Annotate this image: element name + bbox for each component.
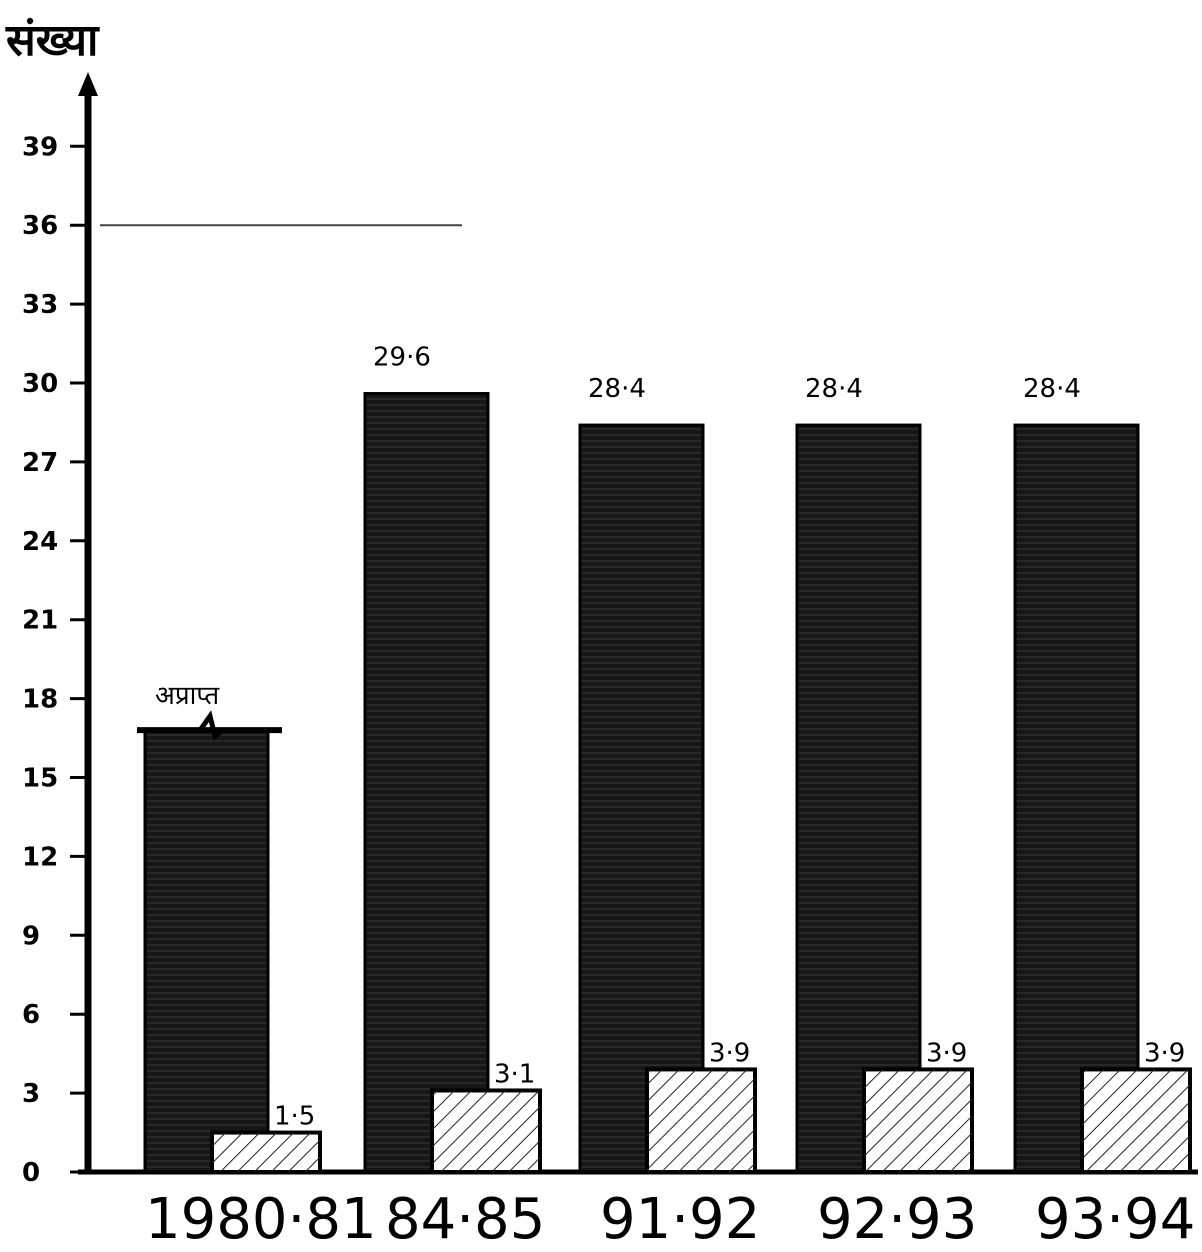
value-label-dark: 28·4 xyxy=(588,374,646,404)
y-tick-label: 27 xyxy=(22,448,58,478)
y-tick-label: 9 xyxy=(22,921,40,951)
value-label-hatched: 3·9 xyxy=(709,1038,750,1068)
y-tick-label: 36 xyxy=(22,211,58,241)
value-label-dark: 29·6 xyxy=(373,343,431,373)
value-label-hatched: 3·9 xyxy=(926,1038,967,1068)
y-tick-label: 30 xyxy=(22,369,58,399)
y-axis-label: संख्या xyxy=(5,15,100,66)
bar-hatched-fill-1 xyxy=(432,1090,540,1172)
bar-hatched-fill-4 xyxy=(1082,1069,1190,1172)
bar-hatched-fill-2 xyxy=(647,1069,755,1172)
value-label-dark: 28·4 xyxy=(805,374,863,404)
category-labels: 1980·81 84·85 91·92 92·93 93·94 xyxy=(145,1187,1195,1252)
bar-dark-1 xyxy=(363,392,490,1174)
bar-hatched-fill-0 xyxy=(212,1132,320,1172)
y-tick-label: 15 xyxy=(22,764,58,794)
y-tick-label: 0 xyxy=(22,1158,40,1188)
value-label-hatched: 1·5 xyxy=(274,1102,315,1132)
y-tick-label: 39 xyxy=(22,132,58,162)
x-category-label: 91·92 xyxy=(600,1187,760,1252)
value-label-dark: अप्राप्त xyxy=(155,681,220,711)
break-mark-icon xyxy=(197,710,225,741)
bar-dark-4 xyxy=(1013,423,1140,1174)
x-category-label: 93·94 xyxy=(1035,1187,1195,1252)
x-category-label: 1980·81 xyxy=(145,1187,377,1252)
bar-dark-0 xyxy=(143,728,270,1174)
bar-dark-3 xyxy=(795,423,922,1174)
x-category-label: 92·93 xyxy=(817,1187,977,1252)
value-label-hatched: 3·9 xyxy=(1144,1038,1185,1068)
y-tick-label: 18 xyxy=(22,685,58,715)
y-tick-label: 12 xyxy=(22,842,58,872)
y-axis-arrow-icon xyxy=(78,72,98,96)
bars xyxy=(137,392,1192,1175)
bar-dark-2 xyxy=(578,423,705,1174)
value-labels: अप्राप्त 1·5 29·6 3·1 28·4 3·9 28·4 3·9 28·4 3·9 xyxy=(155,343,1185,1132)
bar-hatched-fill-3 xyxy=(864,1069,972,1172)
y-tick-label: 24 xyxy=(22,527,58,557)
x-category-label: 84·85 xyxy=(385,1187,545,1252)
y-tick-label: 6 xyxy=(22,1000,40,1030)
y-tick-label: 21 xyxy=(22,606,58,636)
y-tick-label: 3 xyxy=(22,1079,40,1109)
y-tick-label: 33 xyxy=(22,290,58,320)
value-label-hatched: 3·1 xyxy=(494,1059,535,1089)
value-label-dark: 28·4 xyxy=(1023,374,1081,404)
